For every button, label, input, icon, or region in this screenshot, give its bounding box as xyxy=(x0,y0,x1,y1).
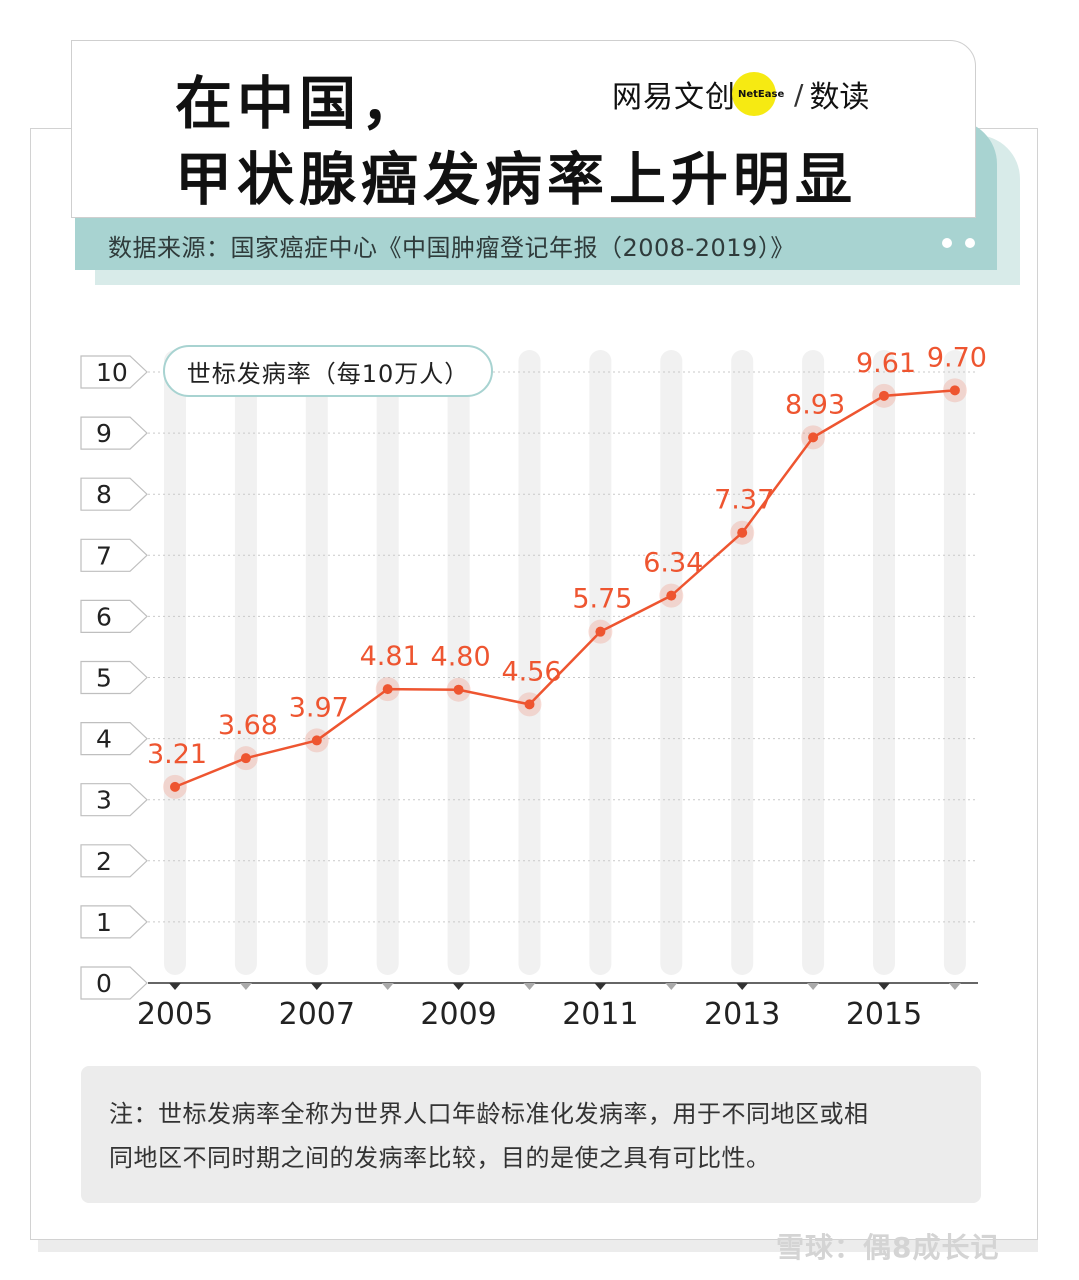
data-label: 4.56 xyxy=(501,656,561,687)
data-label: 4.80 xyxy=(431,642,491,673)
data-label: 3.21 xyxy=(147,739,207,770)
x-tick-label: 2007 xyxy=(279,997,355,1032)
y-tick-flag xyxy=(80,599,148,633)
column-band xyxy=(376,350,399,975)
x-tick-marker xyxy=(169,983,181,990)
data-point xyxy=(666,590,677,601)
data-point xyxy=(595,626,606,637)
brand-sub: 数读 xyxy=(809,80,870,115)
brand-slash: / xyxy=(794,77,804,111)
data-source: 数据来源：国家癌症中心《中国肿瘤登记年报（2008-2019）》 xyxy=(108,234,795,262)
data-label: 8.93 xyxy=(785,389,845,420)
footnote-line-1: 注：世标发病率全称为世界人口年龄标准化发病率，用于不同地区或相 xyxy=(109,1100,869,1128)
data-label: 4.81 xyxy=(360,641,420,672)
y-tick-label: 6 xyxy=(96,602,112,631)
x-tick-marker xyxy=(523,983,536,990)
data-label: 5.75 xyxy=(572,584,632,615)
x-tick-label: 2015 xyxy=(846,997,922,1032)
y-tick-flag xyxy=(80,416,148,450)
y-tick-label: 0 xyxy=(96,969,112,998)
footnote: 注：世标发病率全称为世界人口年龄标准化发病率，用于不同地区或相 同地区不同时期之… xyxy=(81,1066,981,1203)
decor-dot-icon xyxy=(965,238,975,248)
title-line-1: 在中国， xyxy=(175,71,423,137)
data-label: 3.68 xyxy=(218,710,278,741)
data-point xyxy=(311,735,322,746)
y-tick-label: 10 xyxy=(96,358,128,387)
data-label: 9.70 xyxy=(927,342,987,373)
column-band xyxy=(873,350,895,975)
y-tick-flag xyxy=(80,844,148,878)
y-tick-label: 3 xyxy=(96,786,112,815)
y-tick-flag xyxy=(80,966,148,1000)
column-band xyxy=(802,350,825,975)
title-line-2: 甲状腺癌发病率上升明显 xyxy=(175,147,857,213)
y-tick-flag xyxy=(80,660,148,695)
y-tick-flag xyxy=(80,783,148,817)
y-tick-label: 7 xyxy=(96,541,112,570)
x-tick-label: 2005 xyxy=(137,997,213,1032)
data-point xyxy=(453,684,464,695)
column-band xyxy=(164,350,186,975)
y-tick-flag xyxy=(80,905,148,939)
footnote-line-2: 同地区不同时期之间的发病率比较，目的是使之具有可比性。 xyxy=(109,1144,771,1172)
column-band xyxy=(589,350,612,975)
x-tick-marker xyxy=(239,983,252,990)
x-tick-label: 2013 xyxy=(704,997,780,1032)
data-point xyxy=(737,527,748,538)
column-band xyxy=(943,350,966,975)
data-point xyxy=(240,753,251,764)
column-band xyxy=(731,350,754,975)
y-tick-label: 1 xyxy=(96,908,112,937)
data-point xyxy=(524,699,535,710)
column-band xyxy=(447,350,470,975)
data-point xyxy=(879,390,889,401)
y-tick-flag xyxy=(80,477,148,511)
data-label: 3.97 xyxy=(289,692,349,723)
column-band xyxy=(518,350,541,975)
data-point xyxy=(949,385,960,396)
x-tick-marker xyxy=(310,983,323,990)
data-point xyxy=(382,684,393,695)
y-tick-label: 8 xyxy=(96,480,112,509)
y-tick-label: 2 xyxy=(96,847,112,876)
x-tick-marker xyxy=(665,983,678,990)
column-band xyxy=(305,350,328,975)
brand-name: 网易文创 xyxy=(612,80,736,115)
series-line xyxy=(174,389,955,789)
x-tick-marker xyxy=(381,983,394,990)
column-band xyxy=(660,350,683,975)
y-tick-flag xyxy=(80,538,148,572)
chart-legend: 世标发病率（每10万人） xyxy=(163,345,493,397)
x-tick-marker xyxy=(594,983,607,990)
y-tick-flag xyxy=(80,722,148,756)
y-tick-label: 4 xyxy=(96,725,112,754)
decor-dot-icon xyxy=(942,238,952,248)
x-tick-label: 2011 xyxy=(562,997,638,1032)
y-tick-label: 5 xyxy=(96,664,112,693)
data-label: 9.61 xyxy=(856,348,916,379)
y-tick-flag xyxy=(80,355,148,389)
brand-en: NetEase xyxy=(738,88,785,100)
x-tick-marker xyxy=(452,983,465,990)
x-tick-marker xyxy=(948,983,961,990)
x-tick-label: 2009 xyxy=(420,997,496,1032)
x-tick-marker xyxy=(878,983,890,990)
title-box xyxy=(71,40,976,218)
data-label: 7.37 xyxy=(714,485,774,516)
card-shadow xyxy=(38,1240,1038,1252)
data-point xyxy=(808,432,819,443)
watermark: 雪球：偶8成长记 xyxy=(776,1231,1000,1264)
data-point xyxy=(170,781,180,792)
x-tick-marker xyxy=(807,983,820,990)
brand-circle-icon: NetEase xyxy=(732,72,784,116)
x-tick-marker xyxy=(736,983,749,990)
data-label: 6.34 xyxy=(643,548,703,579)
y-tick-label: 9 xyxy=(96,419,112,448)
brand-logo: 网易文创 NetEase / 数读 xyxy=(612,72,869,116)
column-band xyxy=(234,350,257,975)
